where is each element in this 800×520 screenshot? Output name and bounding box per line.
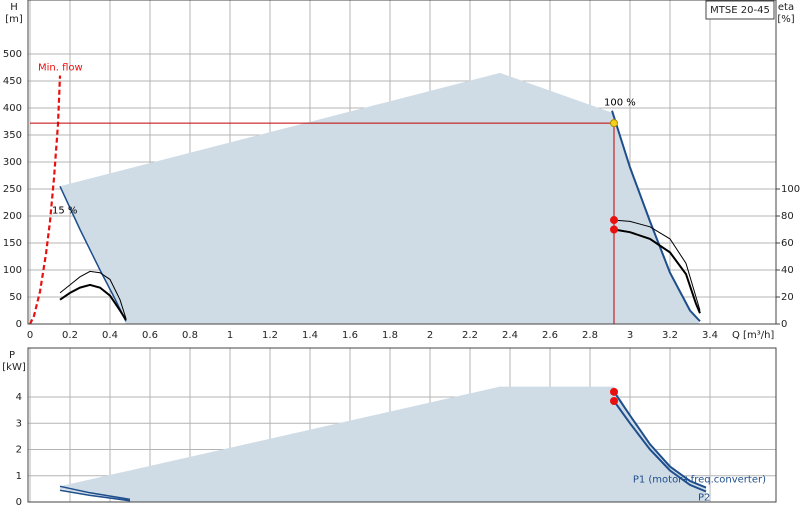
y-axis-unit: [m] <box>5 14 23 25</box>
y-tick-label: 400 <box>3 103 22 114</box>
y-tick-label: 3 <box>16 418 22 429</box>
curve <box>613 400 707 493</box>
x-tick-label: 3.2 <box>662 330 678 341</box>
curve-label: P2 <box>698 493 710 504</box>
curve <box>59 485 131 501</box>
operating-range <box>60 72 700 325</box>
y-axis-title: P <box>9 350 15 361</box>
x-tick-label: 0.6 <box>142 330 158 341</box>
curve <box>29 75 62 325</box>
label-box <box>705 0 775 20</box>
curve <box>59 185 127 322</box>
x-tick-label: 0.4 <box>102 330 118 341</box>
x-tick-label: 2.8 <box>582 330 598 341</box>
curve-label: 100 % <box>604 98 636 109</box>
curve-label: 15 % <box>52 205 77 216</box>
y-tick-label: 0 <box>16 319 22 330</box>
data-point <box>610 216 618 225</box>
curve <box>613 391 707 489</box>
y-tick-label: 350 <box>3 130 22 141</box>
data-point <box>610 225 618 234</box>
x-tick-label: 3 <box>627 330 633 341</box>
y2-tick-label: 100 <box>781 184 800 195</box>
y-tick-label: 2 <box>16 445 22 456</box>
pump-model: MTSE 20-45 <box>710 5 770 16</box>
x-tick-label: 0.2 <box>62 330 78 341</box>
x-tick-label: 1.6 <box>342 330 358 341</box>
y2-tick-label: 80 <box>781 211 794 222</box>
y-tick-label: 4 <box>16 392 22 403</box>
curve <box>59 283 127 321</box>
top-frame <box>27 0 777 325</box>
bottom-frame <box>27 347 777 503</box>
x-tick-label: 0.8 <box>182 330 198 341</box>
curve <box>613 228 701 314</box>
y-tick-label: 150 <box>3 238 22 249</box>
x-tick-label: 1.2 <box>262 330 278 341</box>
data-point <box>610 396 618 405</box>
curve <box>59 270 127 319</box>
x-tick-label: 1 <box>227 330 233 341</box>
x-axis-title: Q [m³/h] <box>732 330 774 341</box>
plot-layer: 0 0.2 0.4 0.6 0.8 1 1.2 1.4 1.6 1.8 2 2.2 2.4 2.6 2.8 3… <box>3 0 800 508</box>
y2-tick-label: 0 <box>781 319 787 330</box>
x-tick-label: 3.4 <box>702 330 718 341</box>
data-point <box>610 119 618 128</box>
y-tick-label: 200 <box>3 211 22 222</box>
y-tick-label: 1 <box>16 471 22 482</box>
y-tick-label: 450 <box>3 76 22 87</box>
curve <box>613 219 701 311</box>
x-tick-label: 2.4 <box>502 330 518 341</box>
x-tick-label: 0 <box>27 330 33 341</box>
curve <box>59 489 131 502</box>
y2-tick-label: 40 <box>781 265 794 276</box>
y-tick-label: 300 <box>3 157 22 168</box>
y-axis-unit: [kW] <box>2 362 26 373</box>
x-tick-label: 2.2 <box>462 330 478 341</box>
y-tick-label: 0 <box>16 497 22 508</box>
x-tick-label: 2.6 <box>542 330 558 341</box>
curve-label: P1 (motor+freq.converter) <box>633 475 766 486</box>
y2-tick-label: 60 <box>781 238 794 249</box>
x-tick-label: 1.4 <box>302 330 318 341</box>
y-axis-title: H <box>10 2 18 13</box>
y2-axis-unit: [%] <box>777 14 794 25</box>
y2-tick-label: 20 <box>781 292 794 303</box>
y-tick-label: 100 <box>3 265 22 276</box>
y-tick-label: 50 <box>9 292 22 303</box>
operating-range <box>60 386 706 502</box>
curve <box>611 110 701 322</box>
curve-label: Min. flow <box>38 63 83 74</box>
x-tick-label: 1.8 <box>382 330 398 341</box>
y-tick-label: 250 <box>3 184 22 195</box>
x-tick-label: 2 <box>427 330 433 341</box>
data-point <box>610 387 618 396</box>
y-tick-label: 500 <box>3 49 22 60</box>
y2-axis-title: eta <box>778 2 794 13</box>
